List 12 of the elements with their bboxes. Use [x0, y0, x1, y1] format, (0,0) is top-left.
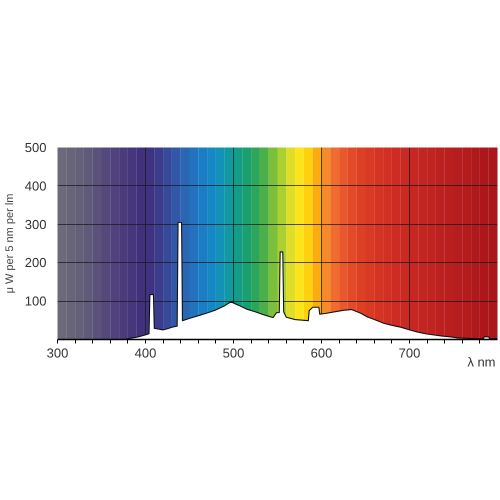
- x-tick-label: 600: [310, 346, 332, 360]
- x-tick-label: 500: [222, 346, 244, 360]
- y-axis-title: μ W per 5 nm per lm: [4, 194, 16, 294]
- x-tick-label: 300: [46, 346, 68, 360]
- x-axis-title: λ nm: [467, 354, 496, 370]
- x-tick-label: 700: [398, 346, 420, 360]
- y-tick-label: 100: [24, 294, 47, 309]
- y-tick-label: 200: [24, 255, 47, 270]
- y-tick-label: 400: [24, 178, 47, 194]
- y-tick-label: 300: [24, 216, 47, 232]
- y-tick-label: 500: [24, 140, 47, 155]
- x-tick-label: 400: [134, 346, 156, 360]
